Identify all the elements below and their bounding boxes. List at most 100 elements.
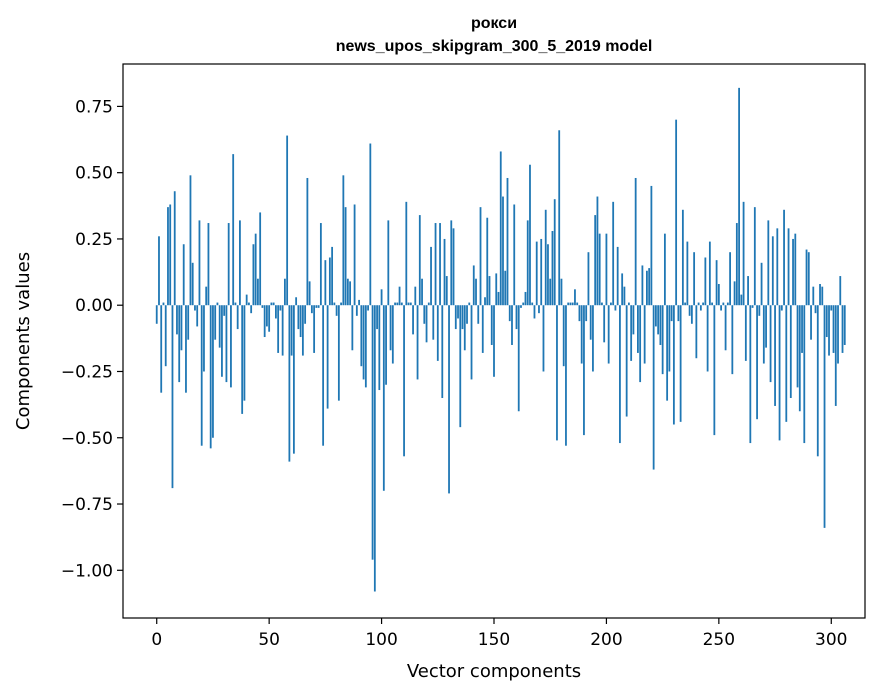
- bar: [663, 233, 666, 306]
- bar: [313, 305, 316, 353]
- bar: [670, 305, 673, 322]
- bar: [823, 305, 826, 528]
- bar: [243, 305, 246, 401]
- y-tick-label: 0.75: [75, 97, 113, 117]
- bar: [299, 305, 302, 338]
- bar: [304, 305, 307, 324]
- bar: [713, 305, 716, 436]
- bar: [672, 305, 675, 425]
- x-axis-label: Vector components: [407, 661, 581, 682]
- bar: [225, 305, 228, 383]
- bar: [178, 305, 181, 383]
- bar: [270, 302, 273, 306]
- bar: [832, 305, 835, 353]
- bar: [526, 220, 529, 306]
- bar: [738, 87, 740, 306]
- bar: [290, 305, 293, 356]
- bar: [587, 252, 590, 306]
- bar: [398, 286, 401, 306]
- chart-subtitle: news_upos_skipgram_300_5_2019 model: [336, 38, 653, 55]
- bar: [461, 305, 464, 330]
- bar: [803, 305, 806, 444]
- bar: [765, 305, 767, 348]
- bar: [400, 302, 403, 306]
- bar: [553, 199, 556, 306]
- bar: [207, 223, 210, 306]
- bar: [533, 305, 536, 319]
- bar: [580, 305, 583, 364]
- bar: [816, 305, 819, 457]
- bar: [380, 289, 383, 306]
- bar: [749, 305, 752, 444]
- bar: [715, 260, 718, 306]
- bar: [306, 177, 309, 306]
- bar: [493, 305, 495, 377]
- bar: [319, 223, 322, 306]
- bar: [362, 305, 365, 380]
- bar: [358, 299, 360, 306]
- x-axis-ticks: 0 50 100 150 200 250 300: [151, 618, 847, 650]
- bar: [176, 305, 178, 335]
- bar: [729, 252, 731, 306]
- bar: [295, 297, 298, 306]
- bar: [322, 305, 325, 446]
- bar: [632, 305, 635, 335]
- bar: [248, 302, 250, 306]
- bar: [254, 233, 257, 306]
- bar: [301, 305, 304, 356]
- bar: [230, 305, 232, 388]
- bar: [497, 291, 500, 306]
- bar: [598, 233, 601, 306]
- bar: [605, 233, 608, 306]
- bar: [731, 305, 734, 375]
- bar: [292, 305, 295, 454]
- bar: [342, 175, 345, 306]
- bar: [837, 305, 839, 364]
- bar: [776, 228, 779, 306]
- bar: [185, 305, 187, 393]
- bar: [711, 302, 713, 306]
- bar: [279, 305, 282, 311]
- bar: [828, 305, 830, 356]
- bar: [551, 231, 554, 306]
- bar: [675, 119, 678, 306]
- x-tick-label: 300: [815, 630, 847, 650]
- bar: [796, 305, 799, 388]
- bar: [717, 284, 720, 306]
- bar: [686, 241, 689, 306]
- bar: [158, 236, 160, 306]
- bar: [603, 305, 606, 343]
- bar: [569, 302, 572, 306]
- bar: [191, 262, 194, 306]
- chart-title: рокси: [471, 15, 517, 32]
- bar: [349, 281, 351, 306]
- bar: [607, 305, 610, 364]
- bar: [286, 135, 289, 306]
- bar: [529, 164, 531, 306]
- bar: [789, 305, 792, 398]
- y-tick-label: 0.50: [75, 164, 113, 184]
- bar: [266, 305, 268, 327]
- bar: [324, 260, 327, 306]
- x-tick-label: 0: [151, 630, 162, 650]
- y-axis-ticks: −1.00 −0.75 −0.50 −0.25 0.00 0.25 0.50 0.75: [61, 97, 123, 581]
- bar: [654, 305, 657, 327]
- bar: [726, 302, 729, 306]
- bar: [209, 305, 212, 449]
- bar: [479, 207, 482, 306]
- bar: [371, 305, 374, 560]
- bar: [708, 241, 711, 306]
- bar: [807, 252, 810, 306]
- bar: [162, 302, 165, 306]
- bar: [470, 305, 473, 380]
- x-tick-label: 50: [258, 630, 280, 650]
- bar: [760, 262, 763, 306]
- bar: [277, 305, 280, 353]
- bar: [221, 305, 223, 377]
- y-tick-label: 0.00: [75, 296, 113, 316]
- bar: [657, 305, 660, 335]
- bar: [619, 305, 621, 444]
- bar: [794, 233, 797, 306]
- bar: [283, 278, 286, 306]
